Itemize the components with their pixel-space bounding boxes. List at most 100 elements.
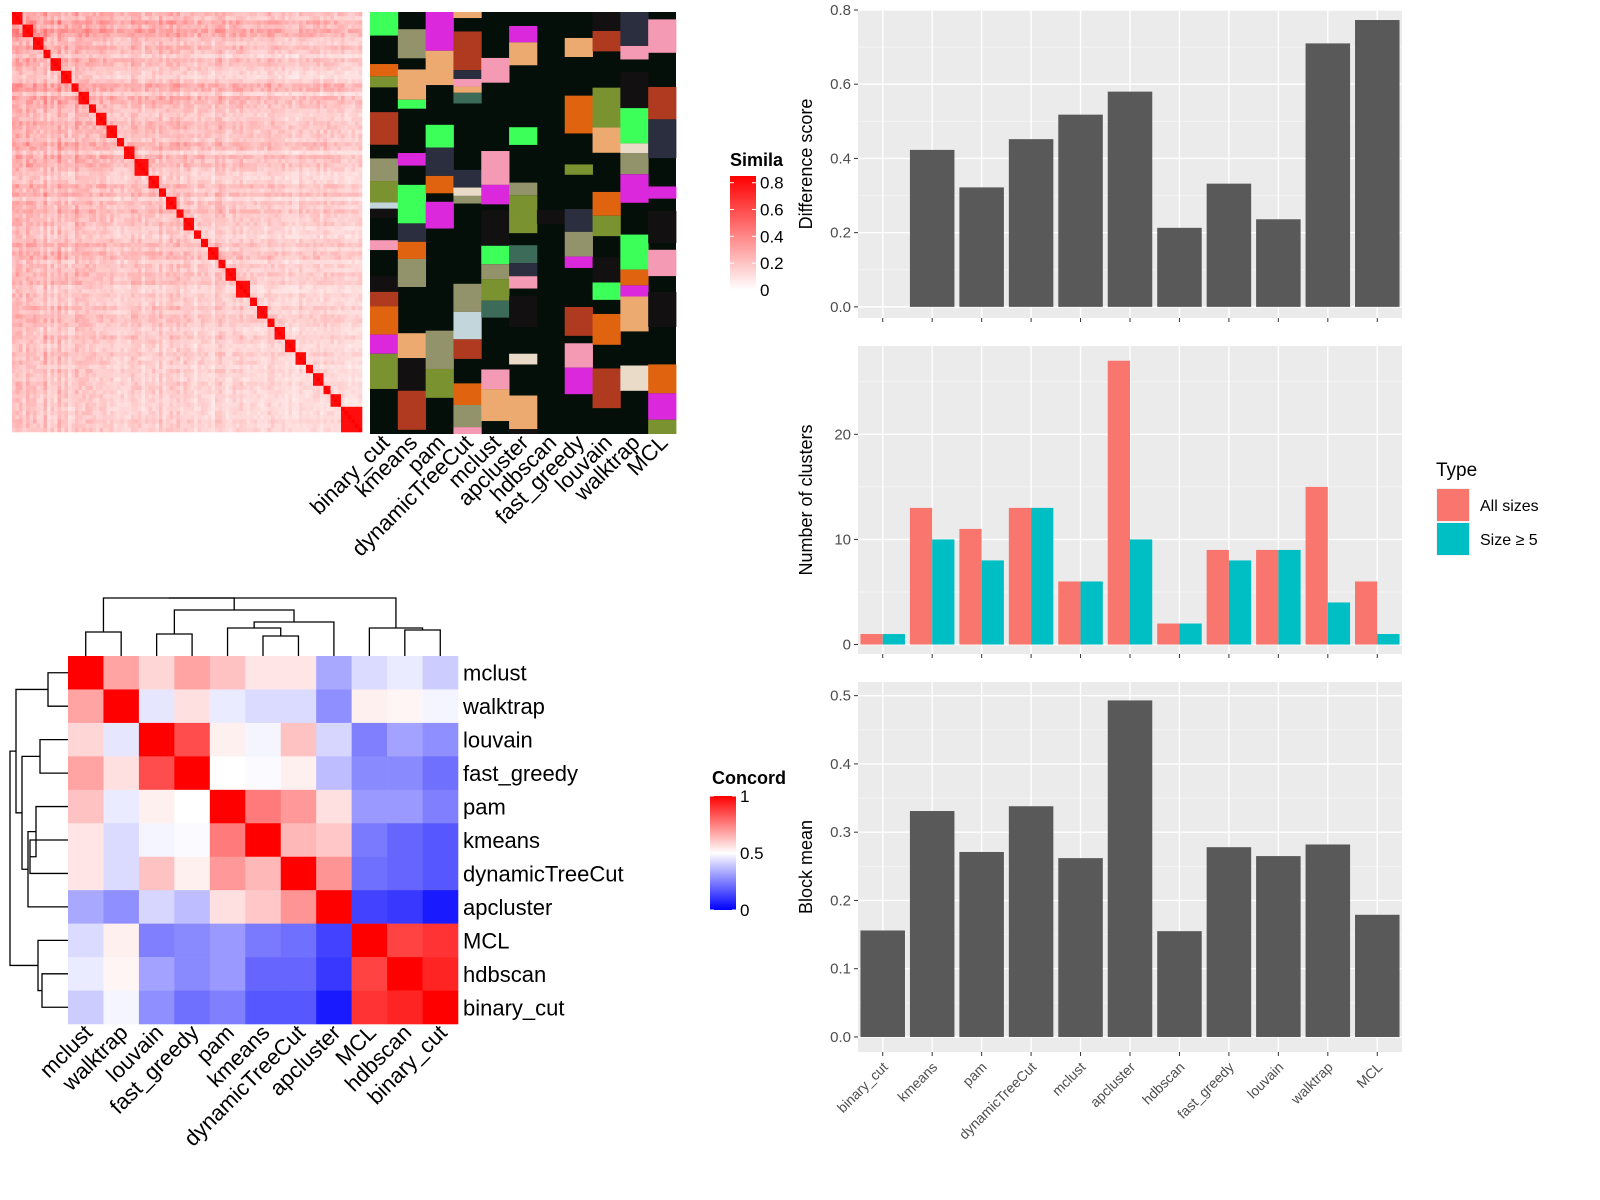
similarity-cell [50, 87, 55, 93]
similarity-cell [89, 100, 93, 105]
similarity-cell [64, 150, 69, 156]
similarity-cell [166, 24, 170, 30]
similarity-cell [43, 37, 48, 42]
similarity-cell [33, 142, 37, 147]
similarity-cell [22, 16, 27, 21]
similarity-cell [215, 138, 219, 143]
similarity-cell [75, 62, 79, 67]
similarity-cell [197, 66, 202, 72]
similarity-cell [278, 175, 282, 181]
similarity-cell [337, 159, 342, 164]
similarity-cell [138, 117, 142, 122]
similarity-cell [68, 24, 72, 30]
similarity-cell [127, 41, 132, 46]
similarity-cell [215, 188, 219, 193]
similarity-cell [295, 125, 300, 130]
similarity-cell [190, 33, 195, 38]
similarity-cell [183, 163, 188, 168]
similarity-cell [138, 171, 142, 177]
similarity-cell [36, 33, 41, 38]
similarity-cell [180, 62, 184, 67]
similarity-cell [124, 117, 128, 122]
similarity-cell [40, 83, 44, 88]
similarity-cell [316, 146, 321, 151]
similarity-cell [36, 20, 41, 25]
similarity-cell [313, 154, 317, 160]
similarity-cell [148, 129, 153, 135]
similarity-cell [43, 45, 48, 51]
similarity-cell [82, 201, 86, 206]
similarity-cell [243, 213, 247, 219]
similarity-cell [288, 184, 293, 189]
similarity-cell [271, 217, 275, 223]
similarity-cell [337, 62, 342, 67]
similarity-cell [190, 121, 195, 126]
similarity-cell [68, 201, 72, 206]
similarity-cell [166, 213, 170, 219]
similarity-cell [61, 142, 65, 147]
similarity-cell [145, 196, 149, 202]
similarity-cell [54, 188, 58, 193]
similarity-cell [145, 33, 149, 38]
similarity-cell [201, 133, 205, 139]
similarity-cell [124, 45, 128, 51]
similarity-cell [141, 125, 146, 130]
similarity-cell [145, 16, 149, 21]
similarity-cell [327, 171, 331, 177]
similarity-cell [71, 70, 76, 76]
similarity-cell [187, 45, 191, 51]
similarity-cell [299, 167, 303, 172]
similarity-cell [292, 58, 296, 63]
similarity-cell [250, 24, 254, 30]
similarity-cell [260, 163, 265, 168]
similarity-cell [82, 171, 86, 177]
similarity-cell [89, 49, 93, 55]
similarity-cell [50, 62, 55, 67]
similarity-cell [43, 167, 48, 172]
similarity-cell [68, 108, 72, 114]
similarity-cell [327, 146, 331, 151]
similarity-cell [103, 117, 107, 122]
similarity-cell [271, 41, 275, 46]
similarity-cell [285, 175, 289, 181]
similarity-cell [201, 217, 205, 223]
similarity-cell [253, 83, 258, 88]
similarity-cell [306, 213, 310, 219]
similarity-cell [355, 75, 359, 80]
similarity-cell [183, 108, 188, 114]
similarity-cell [12, 66, 16, 72]
similarity-cell [204, 205, 209, 210]
similarity-cell [271, 188, 275, 193]
similarity-cell [246, 201, 251, 206]
similarity-cell [274, 112, 279, 118]
similarity-cell [295, 33, 300, 38]
similarity-cell [278, 54, 282, 59]
similarity-cell [334, 108, 338, 114]
similarity-cell [295, 62, 300, 67]
similarity-cell [204, 45, 209, 51]
similarity-cell [288, 125, 293, 130]
similarity-cell [134, 192, 139, 198]
similarity-cell [358, 96, 363, 101]
similarity-cell [57, 45, 62, 51]
similarity-cell [215, 20, 219, 25]
similarity-cell [61, 205, 65, 210]
similarity-cell [120, 66, 125, 72]
similarity-cell [152, 213, 156, 219]
similarity-cell [190, 45, 195, 51]
similarity-cell [348, 83, 352, 88]
similarity-cell [204, 213, 209, 219]
similarity-cell [358, 66, 363, 72]
similarity-cell [201, 24, 205, 30]
similarity-cell [299, 163, 303, 168]
similarity-cell [117, 180, 121, 185]
similarity-cell [82, 184, 86, 189]
similarity-cell [285, 45, 289, 51]
similarity-cell [176, 87, 181, 93]
similarity-cell [187, 129, 191, 135]
similarity-cell [190, 54, 195, 59]
similarity-cell [110, 104, 114, 109]
similarity-cell [250, 62, 254, 67]
similarity-cell [29, 33, 34, 38]
similarity-cell [183, 16, 188, 21]
